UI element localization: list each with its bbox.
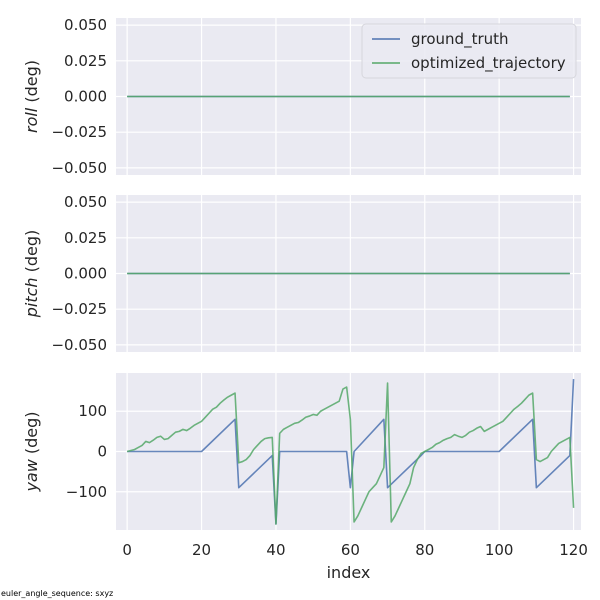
footer-note: euler_angle_sequence: sxyz (1, 589, 114, 598)
subplot-roll: −0.050 −0.025 0.000 0.025 0.050 roll (deg) gro… (22, 16, 581, 177)
legend: ground_truth optimized_trajectory (361, 23, 577, 79)
y-tick-label: 0.025 (64, 229, 107, 247)
subplot-yaw: −100 0 100 0 20 40 60 80 100 120 yaw (deg) index (22, 373, 588, 582)
y-axis-label-italic: roll (22, 107, 41, 133)
y-tick-label: −0.025 (51, 123, 107, 141)
y-tick-label: 0.050 (64, 193, 107, 211)
legend-box (361, 23, 577, 79)
y-tick-label: −0.050 (51, 159, 107, 177)
x-tick-label: 20 (192, 541, 211, 559)
y-axis-label-italic: pitch (22, 277, 41, 318)
y-axis-label-italic: yaw (22, 458, 41, 492)
x-axis-label: index (327, 563, 371, 582)
y-axis-label-unit: (deg) (22, 411, 41, 459)
x-tick-label: 120 (559, 541, 588, 559)
subplot-pitch: −0.050 −0.025 0.000 0.025 0.050 pitch (deg) (22, 193, 581, 354)
x-tick-label: 0 (122, 541, 132, 559)
y-tick-label: 0.000 (64, 88, 107, 106)
y-axis-label: roll (deg) (22, 60, 41, 133)
x-tick-label: 80 (415, 541, 434, 559)
y-tick-label: −100 (66, 483, 107, 501)
series-line-optimized_trajectory (126, 382, 575, 525)
x-tick-label: 100 (485, 541, 514, 559)
series-line-ground_truth (127, 379, 575, 525)
y-tick-label: 0 (97, 443, 107, 461)
y-axis-label-unit: (deg) (22, 230, 41, 278)
y-tick-label: 0.025 (64, 52, 107, 70)
y-axis-label: pitch (deg) (22, 230, 41, 319)
y-tick-label: 0.050 (64, 16, 107, 34)
y-tick-label: 100 (78, 402, 107, 420)
legend-label-optimized_trajectory: optimized_trajectory (411, 54, 566, 73)
x-tick-label: 40 (266, 541, 285, 559)
y-tick-label: −0.025 (51, 300, 107, 318)
y-axis-label: yaw (deg) (22, 411, 41, 492)
y-tick-label: −0.050 (51, 336, 107, 354)
legend-label-ground_truth: ground_truth (411, 30, 509, 49)
y-tick-label: 0.000 (64, 265, 107, 283)
x-tick-label: 60 (341, 541, 360, 559)
y-axis-label-unit: (deg) (22, 60, 41, 108)
